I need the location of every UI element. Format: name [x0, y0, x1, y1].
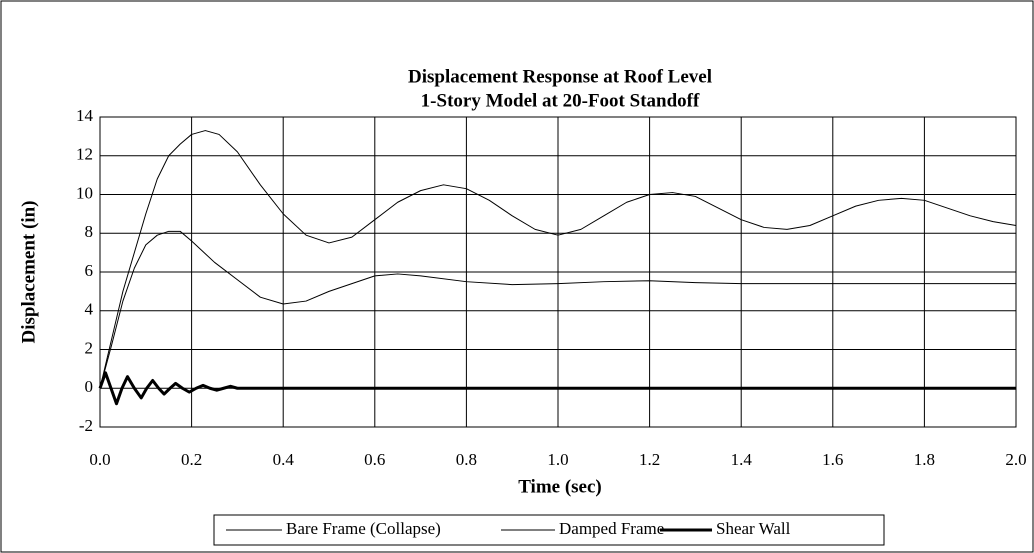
legend-label: Damped Frame — [559, 519, 664, 538]
y-axis-title: Displacement (in) — [18, 200, 39, 343]
y-tick-label: 14 — [76, 106, 94, 125]
x-tick-label: 1.0 — [547, 450, 568, 469]
chart-title: Displacement Response at Roof Level — [408, 66, 712, 87]
y-tick-label: 6 — [85, 261, 94, 280]
legend-label: Shear Wall — [716, 519, 791, 538]
data-line — [98, 371, 1016, 406]
x-tick-label: 0.6 — [364, 450, 385, 469]
y-tick-label: 10 — [76, 183, 93, 202]
x-tick-label: 1.8 — [914, 450, 935, 469]
y-tick-label: 4 — [85, 300, 94, 319]
data-line — [99, 130, 1017, 389]
y-tick-label: -2 — [79, 416, 93, 435]
y-tick-label: 2 — [85, 338, 94, 357]
data-line — [99, 230, 1016, 389]
y-tick-label: 12 — [76, 145, 93, 164]
x-tick-label: 1.2 — [639, 450, 660, 469]
plot-border — [99, 116, 1017, 428]
legend-label: Bare Frame (Collapse) — [286, 519, 441, 538]
x-axis-title: Time (sec) — [518, 476, 602, 497]
x-tick-label: 0.4 — [273, 450, 295, 469]
y-tick-label: 0 — [85, 377, 94, 396]
x-tick-label: 1.6 — [822, 450, 843, 469]
x-tick-label: 1.4 — [731, 450, 753, 469]
x-tick-label: 0.8 — [456, 450, 477, 469]
x-tick-label: 0.0 — [89, 450, 110, 469]
x-tick-label: 0.2 — [181, 450, 202, 469]
chart-subtitle: 1-Story Model at 20-Foot Standoff — [421, 90, 700, 111]
y-tick-label: 8 — [85, 222, 94, 241]
x-tick-label: 2.0 — [1005, 450, 1026, 469]
